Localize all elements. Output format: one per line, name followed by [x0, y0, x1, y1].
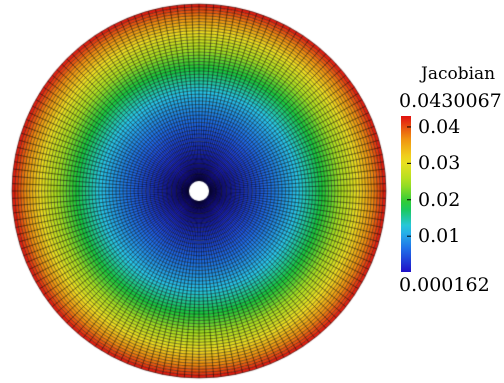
colorbar-tick-label: 0.04 [418, 115, 461, 138]
legend-min-value: 0.000162 [399, 274, 490, 296]
colorbar-tick-label: 0.02 [418, 188, 461, 211]
legend-max-value: 0.0430067 [399, 90, 502, 112]
colorbar-tick-label: 0.01 [418, 225, 461, 248]
legend-title: Jacobian [421, 64, 496, 84]
colorbar-tick-label: 0.03 [418, 152, 461, 175]
